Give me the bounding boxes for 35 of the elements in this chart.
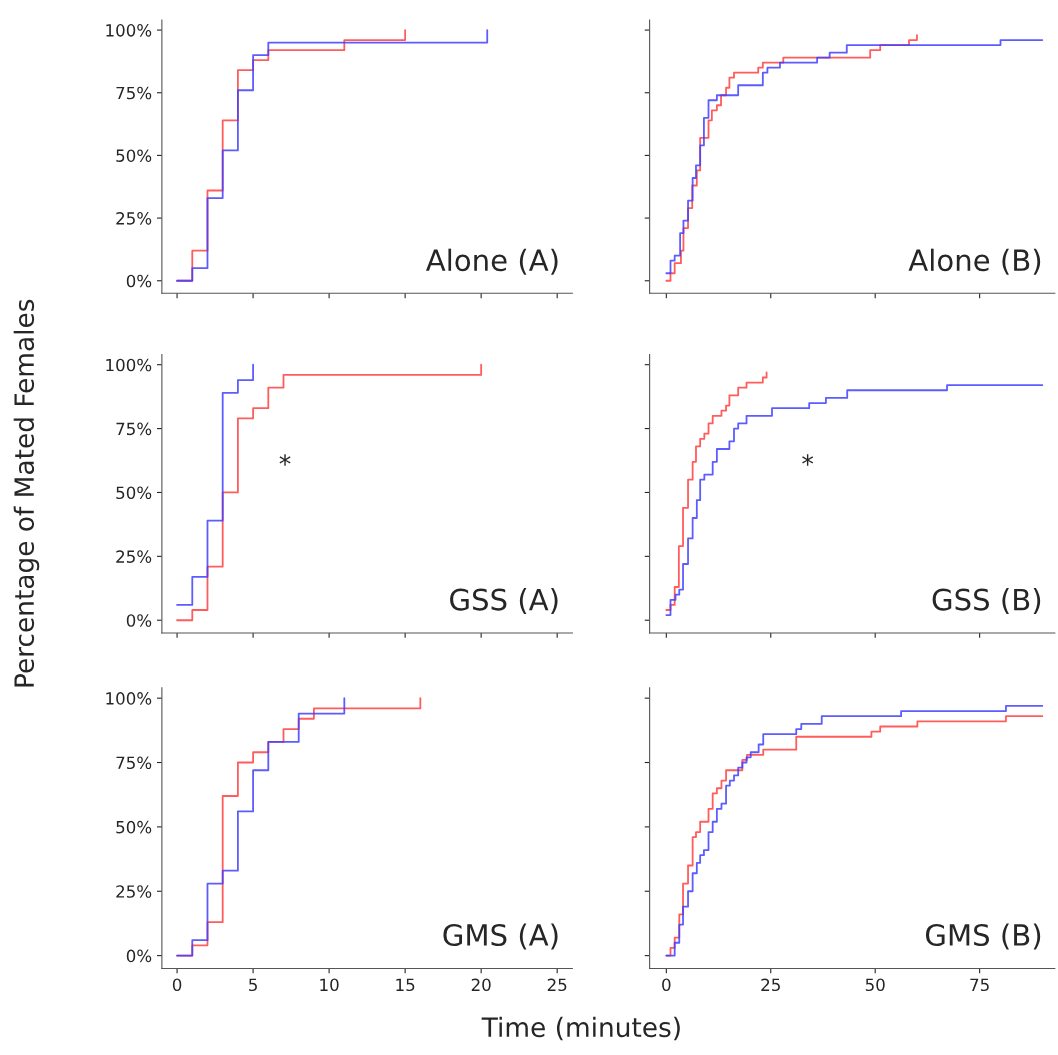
y-tick-label: 0%	[126, 614, 152, 627]
y-tick-label: 75%	[116, 756, 152, 770]
text: GSS (A)	[450, 588, 558, 615]
text: GMS (B)	[925, 923, 1041, 950]
y-tick-label: 75%	[116, 422, 152, 436]
x-tick-label: 20	[471, 978, 491, 992]
x-tick-label: 5	[249, 978, 257, 992]
y-tick-label: 25%	[116, 550, 152, 563]
y-tick-label: 50%	[116, 820, 152, 834]
y-tick-label: 100%	[106, 692, 152, 705]
x-tick-label: 50	[865, 978, 885, 992]
annotation: *	[802, 454, 814, 466]
x-tick-label: 75	[970, 978, 989, 992]
text: Alone (A)	[425, 248, 558, 275]
y-tick-label: 75%	[116, 86, 152, 100]
x-tick-label: 25	[547, 978, 567, 992]
y-tick-label: 100%	[106, 358, 152, 372]
y-tick-label: 50%	[116, 486, 152, 500]
x-tick-label: 15	[396, 978, 415, 992]
y-tick-label: 0%	[126, 949, 152, 963]
text: Alone (B)	[908, 248, 1041, 275]
annotation: *	[279, 454, 291, 466]
x-tick-label: 0	[662, 978, 671, 992]
text: GSS (B)	[932, 588, 1041, 615]
y-tick-label: 25%	[116, 885, 152, 898]
y-axis-title: Percentage of Mated Females	[13, 299, 40, 687]
x-tick-label: 0	[172, 978, 182, 992]
y-tick-label: 0%	[126, 274, 152, 288]
x-tick-label: 25	[761, 978, 780, 992]
text: GMS (A)	[443, 923, 558, 950]
y-tick-label: 100%	[106, 24, 152, 37]
x-axis-title: Time (minutes)	[481, 1016, 680, 1041]
y-tick-label: 50%	[116, 149, 152, 162]
y-tick-label: 25%	[116, 212, 152, 225]
x-tick-label: 10	[320, 978, 339, 992]
